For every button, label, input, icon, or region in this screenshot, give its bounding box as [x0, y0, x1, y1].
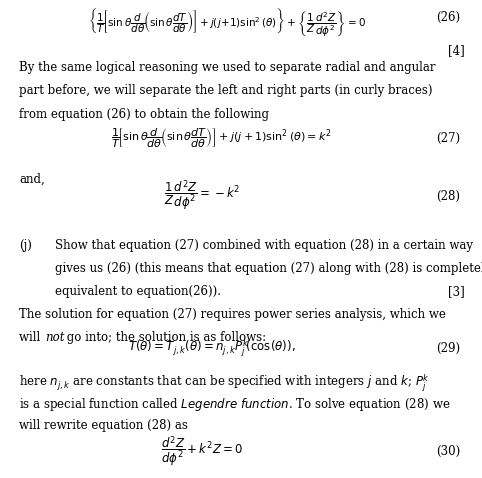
- Text: (j): (j): [19, 239, 32, 252]
- Text: go into; the solution is as follows:: go into; the solution is as follows:: [63, 332, 266, 345]
- Text: (29): (29): [436, 341, 460, 355]
- Text: (28): (28): [436, 189, 460, 203]
- Text: gives us (26) (this means that equation (27) along with (28) is completely: gives us (26) (this means that equation …: [55, 262, 482, 275]
- Text: $\dfrac{d^{2}Z}{d\phi^{2}}+k^{2}Z=0$: $\dfrac{d^{2}Z}{d\phi^{2}}+k^{2}Z=0$: [161, 435, 244, 469]
- Text: [4]: [4]: [448, 44, 465, 57]
- Text: By the same logical reasoning we used to separate radial and angular: By the same logical reasoning we used to…: [19, 61, 436, 74]
- Text: $\dfrac{1}{Z}\dfrac{d^{2}Z}{d\phi^{2}}=-k^{2}$: $\dfrac{1}{Z}\dfrac{d^{2}Z}{d\phi^{2}}=-…: [164, 179, 241, 213]
- Text: will: will: [19, 332, 44, 345]
- Text: here $n_{j,k}$ are constants that can be specified with integers $j$ and $k$; $P: here $n_{j,k}$ are constants that can be…: [19, 373, 430, 394]
- Text: (30): (30): [436, 445, 460, 458]
- Text: and,: and,: [19, 173, 45, 186]
- Text: $T(\theta)=T_{j,k}(\theta)=n_{j,k}P_{j}^{k}\!\left(\cos(\theta)\right),$: $T(\theta)=T_{j,k}(\theta)=n_{j,k}P_{j}^…: [128, 337, 296, 358]
- Text: not: not: [45, 332, 64, 345]
- Text: from equation (26) to obtain the following: from equation (26) to obtain the followi…: [19, 108, 269, 120]
- Text: Show that equation (27) combined with equation (28) in a certain way: Show that equation (27) combined with eq…: [55, 239, 473, 252]
- Text: (26): (26): [436, 11, 460, 24]
- Text: part before, we will separate the left and right parts (in curly braces): part before, we will separate the left a…: [19, 85, 433, 98]
- Text: $\left\{\dfrac{1}{T}\!\left[\sin\theta\dfrac{d}{d\theta}\!\left(\sin\theta\dfrac: $\left\{\dfrac{1}{T}\!\left[\sin\theta\d…: [88, 6, 365, 39]
- Text: will rewrite equation (28) as: will rewrite equation (28) as: [19, 419, 188, 432]
- Text: is a special function called $\mathit{Legendre\ function}$. To solve equation (2: is a special function called $\mathit{Le…: [19, 396, 451, 413]
- Text: (27): (27): [436, 132, 460, 145]
- Text: The solution for equation (27) requires power series analysis, which we: The solution for equation (27) requires …: [19, 308, 446, 321]
- Text: equivalent to equation(26)).: equivalent to equation(26)).: [55, 285, 221, 298]
- Text: $\dfrac{1}{T}\!\left[\sin\theta\dfrac{d}{d\theta}\!\left(\sin\theta\dfrac{dT}{d\: $\dfrac{1}{T}\!\left[\sin\theta\dfrac{d}…: [111, 127, 332, 151]
- Text: [3]: [3]: [448, 285, 465, 298]
